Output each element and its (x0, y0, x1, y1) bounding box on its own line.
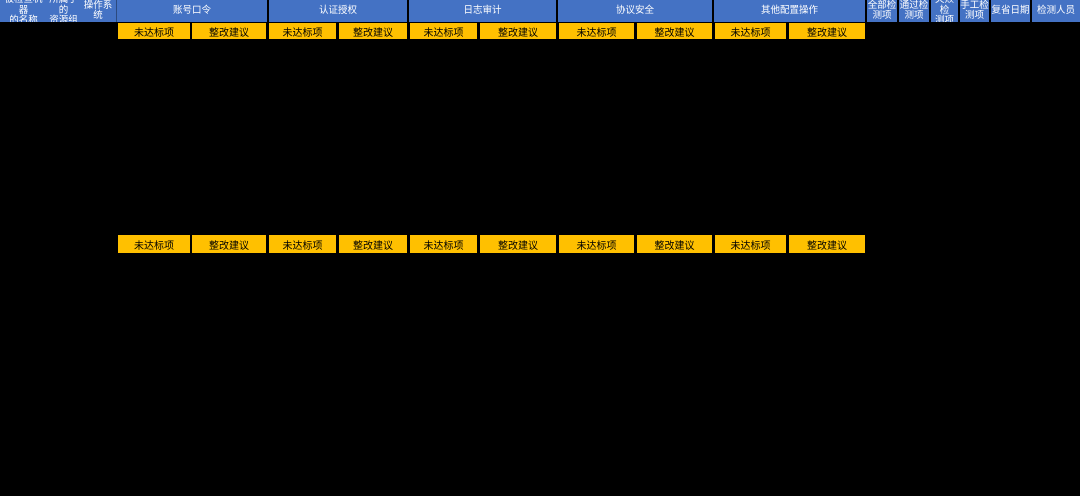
header-cell-failed-checks[interactable]: 失败检 测项 (931, 0, 958, 22)
header-group-authentication[interactable]: 认证授权 (269, 0, 407, 22)
header-cell-manual-checks[interactable]: 手工检 测项 (960, 0, 989, 22)
header-group-account-password[interactable]: 账号口令 (116, 0, 267, 22)
subheader-cell-unmet[interactable]: 未达标项 (269, 235, 336, 253)
header-cell-passed-checks[interactable]: 通过检 测项 (899, 0, 929, 22)
header-group-log-audit[interactable]: 日志审计 (409, 0, 556, 22)
subheader-cell-advice[interactable]: 整改建议 (480, 235, 556, 253)
subheader-cell-advice[interactable]: 整改建议 (637, 235, 712, 253)
subheader-cell-unmet[interactable]: 未达标项 (559, 23, 634, 39)
subheader-cell-unmet[interactable]: 未达标项 (118, 23, 190, 39)
subheader-cell-advice[interactable]: 整改建议 (789, 235, 865, 253)
subheader-cell-unmet[interactable]: 未达标项 (410, 23, 477, 39)
subheader-cell-advice[interactable]: 整改建议 (637, 23, 712, 39)
subheader-cell-advice[interactable]: 整改建议 (480, 23, 556, 39)
subheader-cell-advice[interactable]: 整改建议 (192, 235, 266, 253)
subheader-row-2: 未达标项 整改建议 未达标项 整改建议 未达标项 整改建议 未达标项 整改建议 … (0, 235, 1080, 253)
subheader-cell-unmet[interactable]: 未达标项 (118, 235, 190, 253)
subheader-cell-unmet[interactable]: 未达标项 (559, 235, 634, 253)
header-cell-review-date[interactable]: 复省日期 (991, 0, 1030, 22)
subheader-cell-advice[interactable]: 整改建议 (789, 23, 865, 39)
header-group-other-config[interactable]: 其他配置操作 (714, 0, 865, 22)
subheader-cell-unmet[interactable]: 未达标项 (715, 23, 786, 39)
subheader-cell-unmet[interactable]: 未达标项 (715, 235, 786, 253)
header-cell-machine-name[interactable]: 被检查机器 的名称 (0, 0, 47, 22)
subheader-cell-advice[interactable]: 整改建议 (339, 235, 407, 253)
header-cell-resource-group[interactable]: 所属于的 资源组 (47, 0, 80, 22)
subheader-cell-unmet[interactable]: 未达标项 (410, 235, 477, 253)
subheader-cell-unmet[interactable]: 未达标项 (269, 23, 336, 39)
subheader-cell-advice[interactable]: 整改建议 (339, 23, 407, 39)
header-cell-total-checks[interactable]: 全部检 测项 (867, 0, 897, 22)
subheader-row-1: 未达标项 整改建议 未达标项 整改建议 未达标项 整改建议 未达标项 整改建议 … (0, 23, 1080, 39)
header-cell-os[interactable]: 操作系统 (80, 0, 116, 22)
header-cell-inspector[interactable]: 检测人员 (1032, 0, 1080, 22)
subheader-cell-advice[interactable]: 整改建议 (192, 23, 266, 39)
header-group-protocol-security[interactable]: 协议安全 (558, 0, 712, 22)
